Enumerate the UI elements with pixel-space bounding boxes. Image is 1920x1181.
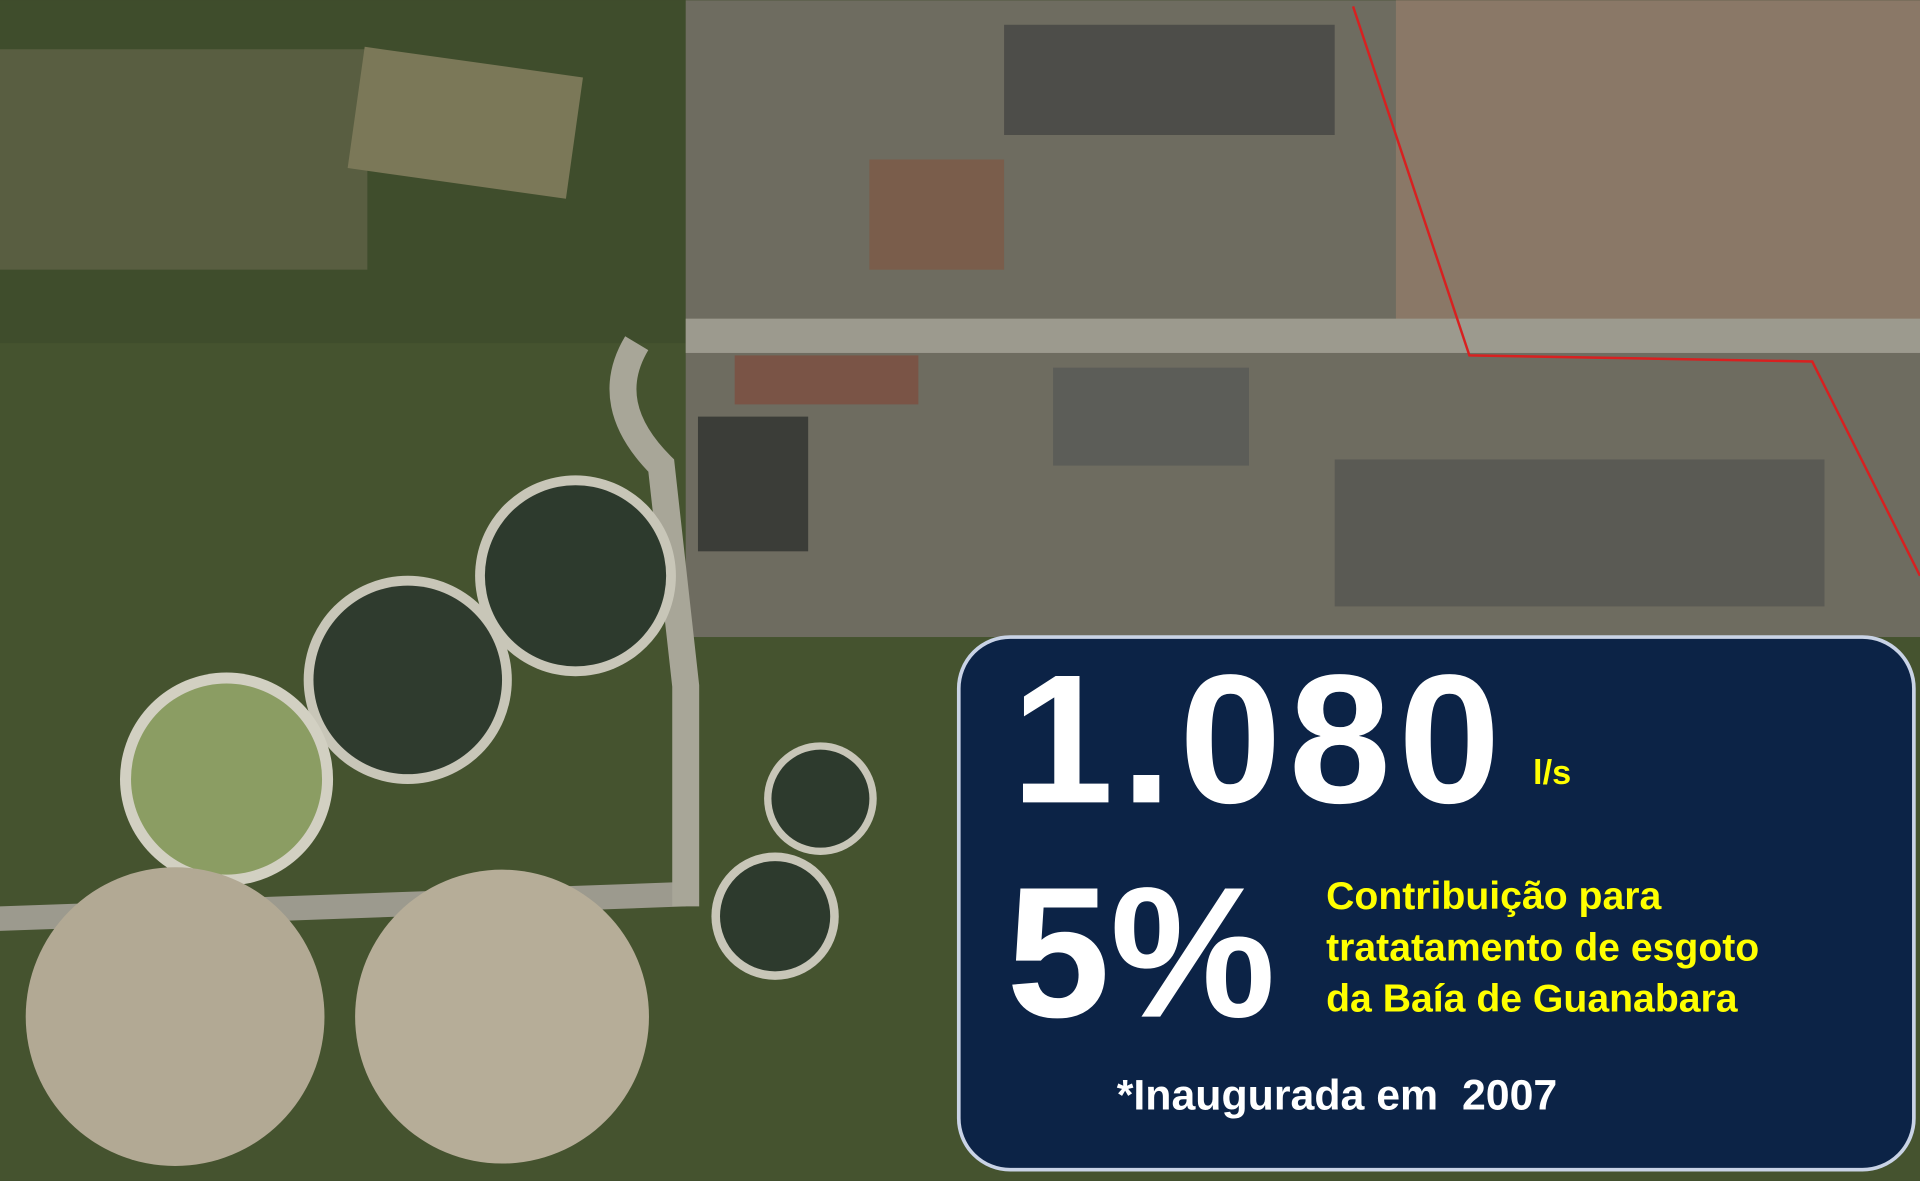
- share-value: 5%: [1007, 850, 1276, 1057]
- share-description: da Baía de Guanabara: [1326, 978, 1739, 1021]
- page: {"overlay": { "flow": {"value": "1.080",…: [0, 0, 1920, 1181]
- inauguration-note: *Inaugurada em 2007: [1117, 1072, 1558, 1120]
- slide: 1.080 l/s 5% Contribuição para tratatame…: [0, 0, 1920, 1181]
- share-description: Contribuição para: [1326, 875, 1662, 918]
- flow-unit: l/s: [1533, 754, 1571, 792]
- flow-value: 1.080: [1011, 636, 1507, 841]
- share-description: tratatamento de esgoto: [1326, 926, 1759, 969]
